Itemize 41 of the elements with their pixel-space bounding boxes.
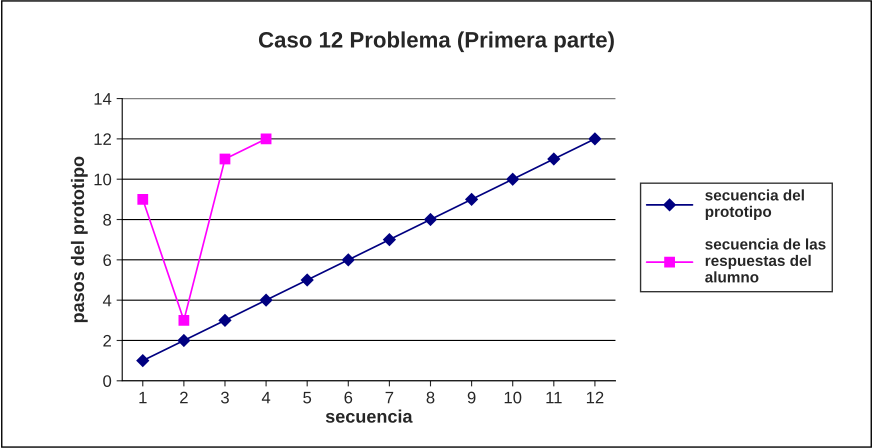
legend-label: secuencia de las respuestas del alumno bbox=[705, 238, 826, 283]
y-tick-label: 0 bbox=[103, 375, 112, 388]
y-tick-label: 2 bbox=[103, 334, 111, 347]
y-tick-label: 10 bbox=[94, 174, 112, 186]
point bbox=[506, 172, 520, 186]
point bbox=[218, 314, 232, 327]
point bbox=[137, 194, 148, 205]
point bbox=[177, 334, 190, 347]
x-tick-label: 7 bbox=[386, 392, 394, 404]
y-tick-label: 6 bbox=[103, 254, 112, 266]
point bbox=[465, 192, 478, 206]
x-tick-label: 10 bbox=[504, 392, 522, 404]
x-tick-label: 6 bbox=[344, 392, 352, 404]
y-tick-label: 12 bbox=[94, 133, 111, 145]
y-tick-label: 8 bbox=[103, 214, 112, 226]
point bbox=[220, 154, 230, 164]
y-tick-label: 4 bbox=[102, 294, 112, 306]
x-tick-label: 3 bbox=[220, 392, 229, 404]
y-axis-title: pasos del prototipo bbox=[70, 156, 88, 322]
point bbox=[382, 233, 396, 246]
x-tick-label: 5 bbox=[303, 392, 312, 404]
point bbox=[588, 132, 602, 146]
legend-label: secuencia del prototipo bbox=[705, 189, 804, 220]
y-tick-label: 14 bbox=[94, 93, 112, 105]
point bbox=[260, 294, 272, 307]
point bbox=[260, 134, 272, 144]
chart-title: Caso 12 Problema (Primera parte) bbox=[258, 31, 614, 52]
x-tick-label: 9 bbox=[468, 392, 476, 404]
point bbox=[300, 274, 314, 286]
x-tick-label: 11 bbox=[546, 392, 562, 404]
x-tick-label: 2 bbox=[180, 392, 188, 404]
point bbox=[424, 213, 437, 226]
x-tick-label: 1 bbox=[139, 392, 147, 404]
x-tick-label: 4 bbox=[262, 392, 270, 404]
x-tick-label: 8 bbox=[426, 392, 434, 404]
x-tick-label: 12 bbox=[586, 392, 604, 404]
point bbox=[342, 253, 355, 266]
point bbox=[178, 314, 190, 326]
x-axis-title: secuencia bbox=[326, 410, 413, 423]
point bbox=[547, 152, 560, 166]
point bbox=[136, 354, 150, 368]
